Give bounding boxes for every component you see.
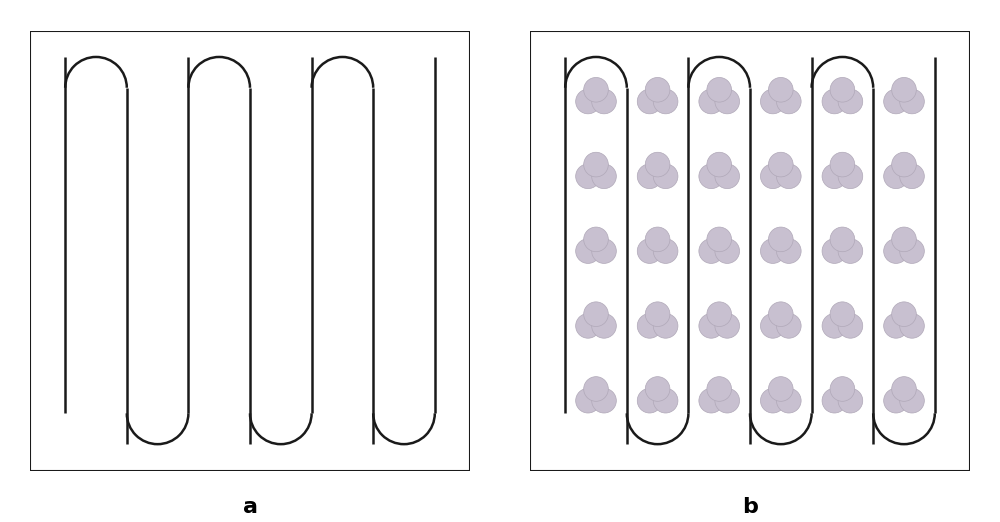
- Circle shape: [715, 314, 740, 338]
- Circle shape: [900, 164, 924, 188]
- Circle shape: [838, 89, 863, 114]
- Circle shape: [830, 377, 855, 401]
- Circle shape: [637, 388, 662, 413]
- Circle shape: [838, 239, 863, 264]
- Circle shape: [884, 164, 908, 188]
- Circle shape: [838, 314, 863, 338]
- Circle shape: [768, 227, 793, 252]
- Circle shape: [637, 89, 662, 114]
- Circle shape: [900, 314, 924, 338]
- Circle shape: [699, 314, 724, 338]
- Circle shape: [822, 314, 847, 338]
- Circle shape: [892, 377, 916, 401]
- Circle shape: [892, 227, 916, 252]
- Circle shape: [715, 239, 740, 264]
- Circle shape: [830, 302, 855, 326]
- Circle shape: [653, 314, 678, 338]
- Circle shape: [653, 239, 678, 264]
- Circle shape: [576, 388, 600, 413]
- Circle shape: [584, 377, 608, 401]
- Circle shape: [645, 377, 670, 401]
- FancyBboxPatch shape: [30, 31, 470, 470]
- Text: a: a: [242, 497, 258, 517]
- Circle shape: [584, 227, 608, 252]
- Circle shape: [645, 302, 670, 326]
- Circle shape: [760, 314, 785, 338]
- Circle shape: [892, 302, 916, 326]
- Circle shape: [884, 89, 908, 114]
- FancyBboxPatch shape: [530, 31, 970, 470]
- Circle shape: [699, 388, 724, 413]
- Circle shape: [584, 77, 608, 102]
- Circle shape: [760, 388, 785, 413]
- Circle shape: [592, 239, 616, 264]
- Circle shape: [653, 89, 678, 114]
- Circle shape: [576, 239, 600, 264]
- Circle shape: [707, 302, 732, 326]
- Circle shape: [715, 89, 740, 114]
- Circle shape: [653, 164, 678, 188]
- Circle shape: [592, 164, 616, 188]
- Circle shape: [760, 239, 785, 264]
- Circle shape: [776, 239, 801, 264]
- Circle shape: [900, 89, 924, 114]
- Circle shape: [707, 77, 732, 102]
- Circle shape: [760, 89, 785, 114]
- Circle shape: [776, 89, 801, 114]
- Circle shape: [830, 77, 855, 102]
- Circle shape: [822, 239, 847, 264]
- Circle shape: [637, 164, 662, 188]
- Circle shape: [760, 164, 785, 188]
- Text: b: b: [742, 497, 758, 517]
- Circle shape: [776, 314, 801, 338]
- Circle shape: [584, 302, 608, 326]
- Circle shape: [637, 239, 662, 264]
- Circle shape: [592, 314, 616, 338]
- Circle shape: [715, 164, 740, 188]
- Circle shape: [645, 152, 670, 177]
- Circle shape: [884, 239, 908, 264]
- Circle shape: [822, 89, 847, 114]
- Circle shape: [592, 388, 616, 413]
- Circle shape: [900, 239, 924, 264]
- Circle shape: [576, 89, 600, 114]
- Circle shape: [838, 164, 863, 188]
- Circle shape: [653, 388, 678, 413]
- Circle shape: [699, 164, 724, 188]
- Circle shape: [637, 314, 662, 338]
- Circle shape: [715, 388, 740, 413]
- Circle shape: [645, 77, 670, 102]
- Circle shape: [699, 239, 724, 264]
- Circle shape: [584, 152, 608, 177]
- Circle shape: [576, 314, 600, 338]
- Circle shape: [768, 302, 793, 326]
- Circle shape: [592, 89, 616, 114]
- Circle shape: [768, 377, 793, 401]
- Circle shape: [830, 227, 855, 252]
- Circle shape: [776, 164, 801, 188]
- Circle shape: [822, 388, 847, 413]
- Circle shape: [838, 388, 863, 413]
- Circle shape: [892, 152, 916, 177]
- Circle shape: [645, 227, 670, 252]
- Circle shape: [768, 77, 793, 102]
- Circle shape: [576, 164, 600, 188]
- Circle shape: [699, 89, 724, 114]
- Circle shape: [768, 152, 793, 177]
- Circle shape: [822, 164, 847, 188]
- Circle shape: [900, 388, 924, 413]
- Circle shape: [776, 388, 801, 413]
- Circle shape: [892, 77, 916, 102]
- Circle shape: [884, 388, 908, 413]
- Circle shape: [707, 227, 732, 252]
- Circle shape: [707, 377, 732, 401]
- Circle shape: [884, 314, 908, 338]
- Circle shape: [707, 152, 732, 177]
- Circle shape: [830, 152, 855, 177]
